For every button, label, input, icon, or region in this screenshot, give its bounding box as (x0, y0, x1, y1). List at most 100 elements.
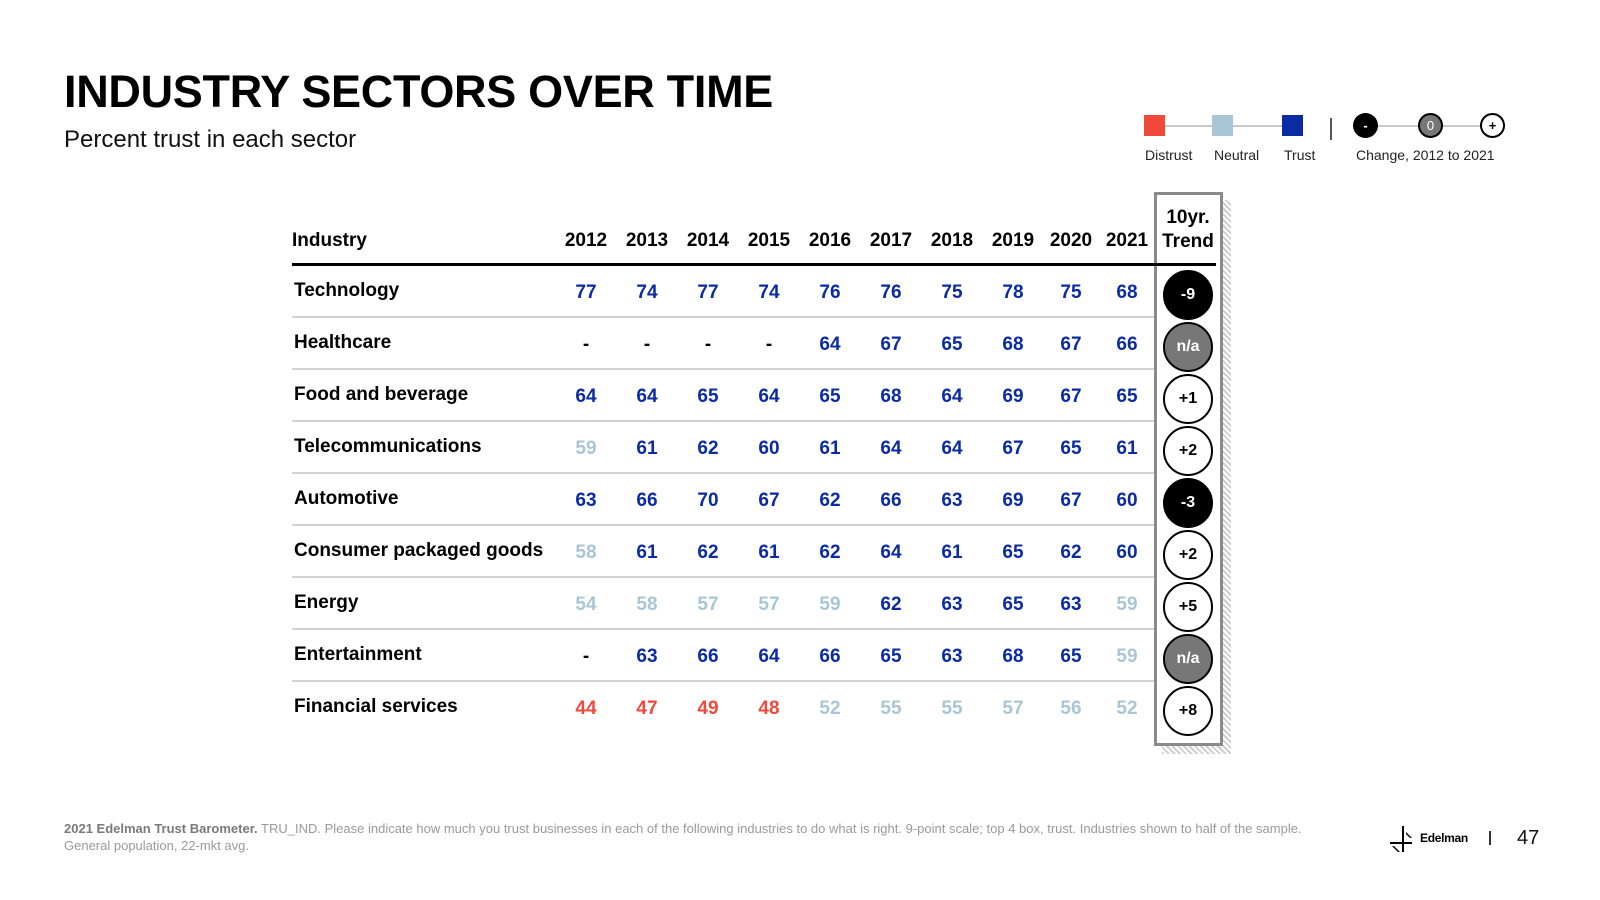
table-cell: 55 (880, 698, 902, 719)
table-cell: 67 (1002, 438, 1024, 459)
legend-neutral-swatch (1212, 115, 1233, 136)
trend-badge: +2 (1163, 426, 1213, 476)
table-cell: 61 (636, 438, 658, 459)
table-cell: 66 (1116, 334, 1138, 355)
industry-name: Food and beverage (294, 384, 469, 405)
table-cell: 64 (636, 386, 658, 407)
table-cell: - (582, 334, 590, 355)
table-cell: 56 (1060, 698, 1082, 719)
legend-distrust-label: Distrust (1145, 147, 1193, 163)
page-subtitle: Percent trust in each sector (64, 126, 357, 153)
industry-name: Entertainment (294, 644, 422, 665)
table-cell: 69 (1002, 490, 1024, 511)
table-cell: 62 (880, 594, 902, 615)
year-header-2019: 2019 (991, 230, 1035, 251)
table-row: Financial services 44 47 49 48 52 55 55 57 56 52 (292, 682, 1154, 734)
legend-distrust-swatch (1144, 115, 1165, 136)
row-divider (292, 524, 1154, 526)
year-header-2012: 2012 (564, 230, 608, 251)
trend-badge: -3 (1163, 478, 1213, 528)
table-cell: 70 (697, 490, 719, 511)
year-header-2018: 2018 (930, 230, 974, 251)
table-cell: 66 (697, 646, 719, 667)
legend-minus-icon: - (1353, 113, 1378, 138)
table-cell: - (582, 646, 590, 667)
row-divider (292, 472, 1154, 474)
table-cell: 59 (1116, 646, 1138, 667)
table-row: Consumer packaged goods 58 61 62 61 62 64 61 65 6… (292, 526, 1154, 578)
table-cell: 67 (1060, 490, 1082, 511)
industry-name: Financial services (294, 696, 458, 717)
table-cell: 67 (880, 334, 902, 355)
table-cell: 48 (758, 698, 780, 719)
table-cell: 75 (1060, 282, 1082, 303)
table-cell: 63 (575, 490, 597, 511)
table-cell: 64 (819, 334, 841, 355)
table-cell: 64 (575, 386, 597, 407)
table-cell: 63 (636, 646, 658, 667)
legend-zero-icon: 0 (1418, 113, 1443, 138)
table-cell: 52 (819, 698, 841, 719)
year-header-2014: 2014 (686, 230, 730, 251)
industry-name: Healthcare (294, 332, 392, 353)
trend-badge: -9 (1163, 270, 1213, 320)
table-cell: 65 (1060, 438, 1082, 459)
table-cell: 63 (941, 646, 963, 667)
row-divider (292, 368, 1154, 370)
table-cell: 59 (1116, 594, 1138, 615)
table-cell: 64 (880, 542, 902, 563)
table-cell: 67 (1060, 334, 1082, 355)
table-cell: 63 (941, 490, 963, 511)
row-divider (292, 420, 1154, 422)
table-cell: 68 (880, 386, 902, 407)
year-header-2021: 2021 (1105, 230, 1149, 251)
trend-badge: +1 (1163, 374, 1213, 424)
table-cell: 57 (697, 594, 719, 615)
table-cell: - (643, 334, 651, 355)
table-cell: 61 (1116, 438, 1138, 459)
table-cell: 65 (1002, 594, 1024, 615)
table-cell: 65 (941, 334, 963, 355)
table-cell: 63 (941, 594, 963, 615)
table-row: Technology 77 74 77 74 76 76 75 78 75 68 (292, 266, 1154, 318)
footnote: 2021 Edelman Trust Barometer. TRU_IND. P… (64, 820, 1344, 854)
table-cell: 64 (758, 386, 780, 407)
trend-badge: +5 (1163, 582, 1213, 632)
table-cell: 49 (697, 698, 719, 719)
table-cell: 67 (758, 490, 780, 511)
table-cell: 65 (819, 386, 841, 407)
table-row: Energy 54 58 57 57 59 62 63 65 63 59 (292, 578, 1154, 630)
table-cell: 74 (758, 282, 780, 303)
table-cell: 59 (819, 594, 841, 615)
table-cell: - (765, 334, 773, 355)
table-cell: 66 (819, 646, 841, 667)
table-cell: 74 (636, 282, 658, 303)
row-divider (292, 628, 1154, 630)
table-cell: 58 (575, 542, 597, 563)
table-cell: 60 (758, 438, 780, 459)
trend-header: 10yr. Trend (1162, 207, 1214, 252)
row-divider (292, 316, 1154, 318)
footnote-source: 2021 Edelman Trust Barometer. (64, 821, 258, 836)
table-cell: 52 (1116, 698, 1138, 719)
legend-change-label: Change, 2012 to 2021 (1356, 147, 1495, 163)
edelman-logo-icon (1390, 826, 1412, 852)
industry-name: Energy (294, 592, 359, 613)
table-cell: 44 (575, 698, 597, 719)
table-cell: 61 (941, 542, 963, 563)
table-cell: 62 (819, 542, 841, 563)
year-header-2016: 2016 (808, 230, 852, 251)
table-cell: 65 (1116, 386, 1138, 407)
footnote-text: TRU_IND. Please indicate how much you tr… (64, 821, 1302, 853)
table-cell: 62 (1060, 542, 1082, 563)
table-cell: 66 (636, 490, 658, 511)
table-cell: 68 (1116, 282, 1138, 303)
table-cell: 55 (941, 698, 963, 719)
year-header-2015: 2015 (747, 230, 791, 251)
table-row: Telecommunications 59 61 62 60 61 64 64 67 65 61 (292, 422, 1154, 474)
table-row: Entertainment - 63 66 64 66 65 63 68 65 59 (292, 630, 1154, 682)
table-cell: 63 (1060, 594, 1082, 615)
table-cell: 64 (880, 438, 902, 459)
table-cell: 68 (1002, 646, 1024, 667)
industry-name: Consumer packaged goods (294, 540, 544, 561)
